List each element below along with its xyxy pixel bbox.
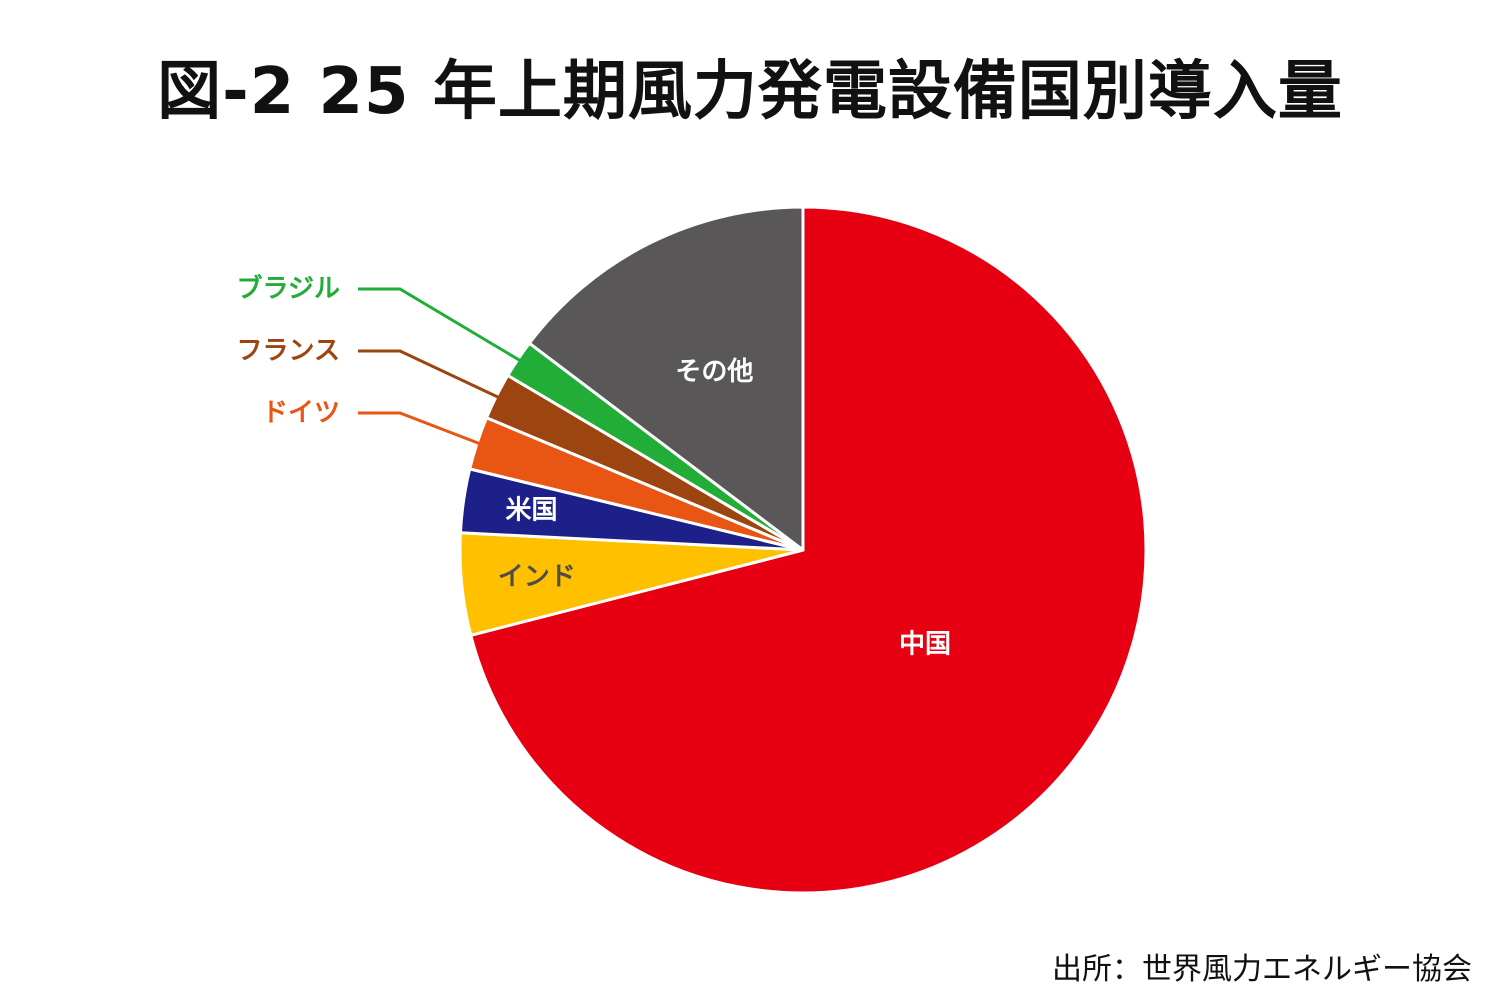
pie-slice-6 <box>527 205 805 552</box>
chart-title: 図-2 25 年上期風力発電設備国別導入量 <box>157 55 1343 129</box>
callout-line-4 <box>358 349 503 401</box>
callout-line-5 <box>358 287 524 364</box>
slice-label-1: インド <box>498 562 576 592</box>
callout-line-3 <box>358 411 484 447</box>
callout-label-5: ブラジル <box>237 273 340 304</box>
slice-label-6: その他 <box>675 357 753 387</box>
slice-label-0: 中国 <box>899 630 951 660</box>
slice-label-2: 米国 <box>505 495 557 525</box>
pie-slice-0 <box>469 205 1148 895</box>
callout-label-4: フランス <box>237 336 340 366</box>
callout-label-3: ドイツ <box>262 398 340 428</box>
source-note: 出所：世界風力エネルギー協会 <box>1052 952 1472 987</box>
